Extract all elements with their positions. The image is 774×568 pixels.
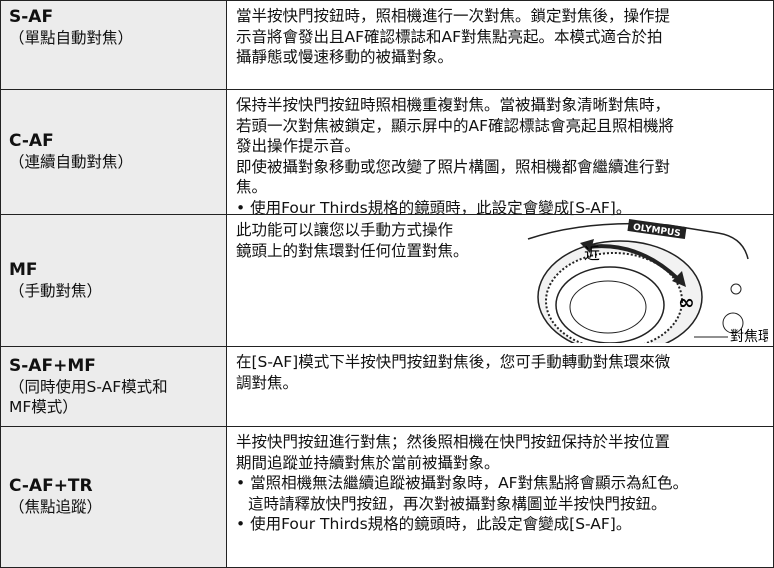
arrow-heads — [580, 239, 686, 287]
desc-line: 焦。 — [236, 178, 268, 196]
near-label: 近 — [584, 244, 600, 263]
desc-line: 半按快門按鈕進行對焦；然後照相機在快門按鈕保持於半按位置 — [236, 433, 671, 451]
desc-cell: 半按快門按鈕進行對焦；然後照相機在快門按鈕保持於半按位置 期間追蹤並持續對焦於當… — [228, 427, 773, 567]
desc-bullet: • 使用Four Thirds規格的鏡頭時，此設定會變成[S-AF]。 — [236, 198, 632, 217]
desc-cell: 在[S-AF]模式下半按快門按鈕對焦後，您可手動轉動對焦環來微 調對焦。 — [228, 347, 773, 426]
mode-title: C-AF — [9, 131, 54, 152]
camera-button — [722, 312, 744, 334]
table-row: MF （手動對焦） 此功能可以讓您以手動方式操作 鏡頭上的對焦環對任何位置對焦。… — [1, 214, 773, 346]
mode-title: C-AF+TR — [9, 476, 93, 497]
brand-plate — [627, 219, 687, 239]
table-row: S-AF+MF （同時使用S-AF模式和 MF模式） 在[S-AF]模式下半按快… — [1, 346, 773, 426]
mode-name: （焦點追蹤） — [9, 498, 103, 517]
desc-line: 若頭一次對焦被鎖定，顯示屏中的AF確認標誌會亮起且照相機將 — [236, 116, 675, 135]
desc-bullet-cont: 這時請釋放快門按鈕，再次對被攝對象構圖並半按快門按鈕。 — [248, 494, 667, 513]
mode-title: S-AF+MF — [9, 355, 96, 376]
mode-cell: MF （手動對焦） — [1, 215, 227, 346]
desc-line: 鏡頭上的對焦環對任何位置對焦。 — [236, 241, 469, 260]
infinity-label: ∞ — [678, 290, 695, 314]
mode-name: （單點自動對焦） — [9, 29, 134, 47]
table-row: S-AF （單點自動對焦） 當半按快門按鈕時，照相機進行一次對焦。鎖定對焦後，操… — [1, 1, 773, 89]
desc-bullet: • 當照相機無法繼續追蹤被攝對象時，AF對焦點將會顯示為紅色。 — [236, 474, 689, 492]
rotation-arrow — [587, 244, 680, 281]
mode-cell: C-AF+TR （焦點追蹤） — [1, 427, 227, 567]
mode-name: （同時使用S-AF模式和 — [9, 377, 168, 396]
desc-line: 示音將會發出且AF確認標誌和AF對焦點亮起。本模式適合於拍 — [236, 27, 663, 46]
mode-title: MF — [9, 259, 38, 280]
mode-cell: S-AF （單點自動對焦） — [1, 1, 227, 89]
desc-line: 發出操作提示音。 — [236, 137, 361, 155]
desc-cell: 此功能可以讓您以手動方式操作 鏡頭上的對焦環對任何位置對焦。 OLYMPUS 近… — [228, 215, 773, 346]
desc-cell: 當半按快門按鈕時，照相機進行一次對焦。鎖定對焦後，操作提 示音將會發出且AF確認… — [228, 1, 773, 89]
desc-bullet: • 使用Four Thirds規格的鏡頭時，此設定會變成[S-AF]。 — [236, 515, 632, 533]
desc-cell: 保持半按快門按鈕時照相機重複對焦。當被攝對象清晰對焦時， 若頭一次對焦被鎖定，顯… — [228, 90, 773, 217]
desc-line: 期間追蹤並持續對焦於當前被攝對象。 — [236, 453, 500, 472]
lens-glass — [569, 280, 647, 334]
lens-illustration: OLYMPUS 近 ∞ 對焦環 — [527, 219, 768, 343]
desc-line: 此功能可以讓您以手動方式操作 — [236, 221, 454, 239]
desc-line: 即使被攝對象移動或您改變了照片構圖，照相機都會繼續進行對 — [236, 157, 671, 176]
desc-line: 在[S-AF]模式下半按快門按鈕對焦後，您可手動轉動對焦環來微 — [236, 353, 671, 371]
mode-name: MF模式） — [9, 398, 78, 416]
desc-line: 攝靜態或慢速移動的被攝對象。 — [236, 48, 454, 66]
desc-line: 調對焦。 — [236, 373, 299, 392]
mode-title: S-AF — [9, 7, 54, 27]
mode-name: （連續自動對焦） — [9, 153, 134, 172]
desc-line: 當半按快門按鈕時，照相機進行一次對焦。鎖定對焦後，操作提 — [236, 7, 671, 25]
mode-cell: C-AF （連續自動對焦） — [1, 90, 227, 214]
mode-cell: S-AF+MF （同時使用S-AF模式和 MF模式） — [1, 347, 227, 426]
table-row: C-AF （連續自動對焦） 保持半按快門按鈕時照相機重複對焦。當被攝對象清晰對焦… — [1, 89, 773, 217]
mode-name: （手動對焦） — [9, 281, 103, 300]
ring-label: 對焦環 — [730, 329, 768, 343]
camera-button — [730, 283, 742, 295]
table-row: C-AF+TR （焦點追蹤） 半按快門按鈕進行對焦；然後照相機在快門按鈕保持於半… — [1, 426, 773, 567]
desc-line: 保持半按快門按鈕時照相機重複對焦。當被攝對象清晰對焦時， — [236, 96, 671, 114]
